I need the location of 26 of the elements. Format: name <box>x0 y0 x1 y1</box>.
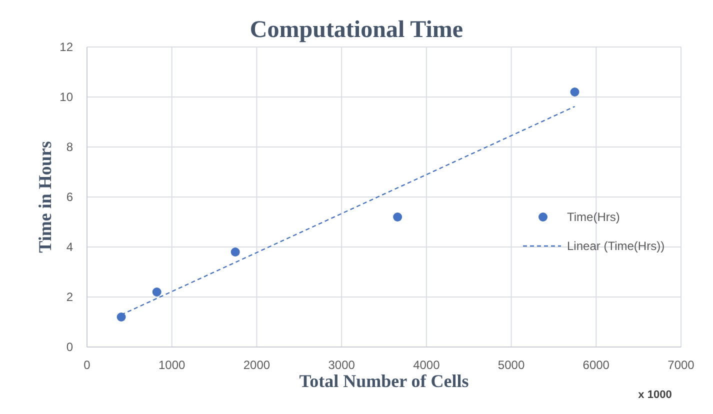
y-axis-title: Time in Hours <box>35 141 55 253</box>
y-tick-label: 10 <box>60 90 74 104</box>
x-tick-label: 7000 <box>668 358 695 372</box>
x-tick-label: 5000 <box>498 358 525 372</box>
point <box>116 312 126 322</box>
y-tick-label: 0 <box>66 340 74 354</box>
x-tick-label: 1000 <box>158 358 186 372</box>
x-tick-label: 2000 <box>243 358 270 372</box>
x-tick-label: 4000 <box>413 358 440 372</box>
x-tick-label: 6000 <box>582 358 610 372</box>
legend-label: Linear (Time(Hrs)) <box>567 239 665 253</box>
text: x 1000 <box>638 389 672 401</box>
point <box>393 212 402 222</box>
y-tick-label: 12 <box>60 40 74 54</box>
x-tick-label: 3000 <box>328 358 356 372</box>
point <box>570 88 580 96</box>
chart-title: Computational Time <box>250 17 464 43</box>
y-tick-label: 4 <box>66 240 74 254</box>
y-tick-label: 8 <box>66 140 74 154</box>
x-axis-title: Total Number of Cells <box>299 371 469 391</box>
point <box>152 288 162 296</box>
point <box>230 248 240 256</box>
y-tick-label: 2 <box>66 290 74 304</box>
y-tick-label: 6 <box>66 190 74 204</box>
legend-label: Time(Hrs) <box>567 210 620 224</box>
x-tick-label: 0 <box>84 358 91 372</box>
